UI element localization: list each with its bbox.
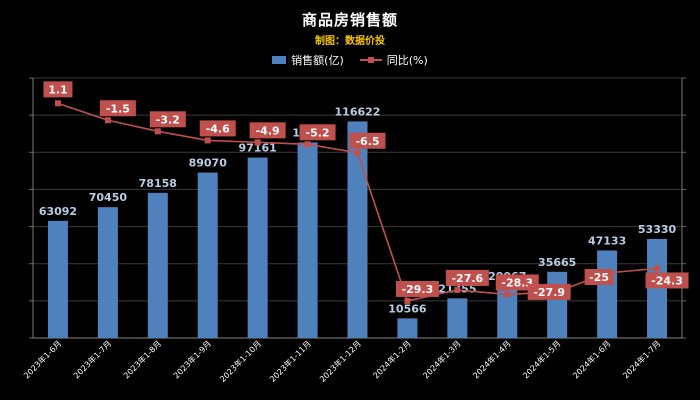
- x-tick-label: 2024年1-2月: [371, 338, 413, 380]
- yoy-value-label: -27.6: [451, 272, 483, 285]
- yoy-marker: [454, 286, 461, 293]
- bar: [447, 298, 468, 338]
- bar-value-label: 35665: [538, 256, 576, 269]
- yoy-label-box: [584, 269, 614, 285]
- bar: [47, 220, 68, 338]
- bar-value-label: 10566: [388, 302, 427, 315]
- yoy-label-box: [445, 269, 489, 286]
- bar-value-label: 78158: [139, 177, 177, 190]
- x-tick-label: 2023年1-9月: [171, 338, 213, 380]
- bar-value-label: 47133: [588, 234, 626, 247]
- yoy-label-box: [349, 132, 386, 149]
- yoy-marker: [654, 265, 661, 272]
- yoy-marker: [54, 100, 61, 107]
- bar-value-label: 116622: [335, 105, 381, 118]
- yoy-marker: [154, 128, 161, 135]
- x-tick-label: 2023年1-7月: [71, 338, 113, 380]
- yoy-value-label: -24.3: [651, 274, 683, 287]
- chart-subtitle: 制图：数据价投: [315, 36, 385, 47]
- bar: [247, 157, 268, 338]
- legend-label-sales: 销售额(亿): [291, 54, 344, 67]
- bar: [97, 207, 118, 338]
- x-tick-label: 2023年1-8月: [121, 338, 163, 380]
- legend-label-yoy: 同比(%): [386, 54, 428, 67]
- x-tick-label: 2024年1-4月: [471, 338, 513, 380]
- bar-value-label: 70450: [89, 191, 128, 204]
- bar: [147, 192, 168, 338]
- yoy-label-box: [299, 124, 336, 141]
- x-tick-label: 2024年1-7月: [620, 338, 662, 380]
- legend-bar-swatch-icon: [272, 56, 287, 64]
- x-tick-label: 2023年1-12月: [317, 338, 363, 384]
- yoy-value-label: -25: [589, 271, 609, 284]
- yoy-marker: [504, 291, 511, 298]
- x-tick-label: 2023年1-10月: [217, 338, 263, 384]
- bar: [597, 250, 618, 338]
- yoy-value-label: -1.5: [106, 102, 130, 115]
- bar: [497, 285, 518, 338]
- yoy-marker: [104, 117, 111, 124]
- yoy-value-label: -3.2: [156, 113, 180, 126]
- yoy-marker: [404, 297, 411, 304]
- yoy-label-box: [43, 81, 73, 98]
- bar: [347, 121, 368, 338]
- x-tick-label: 2023年1-11月: [267, 338, 313, 384]
- yoy-value-label: -5.2: [306, 126, 330, 139]
- x-tick-label: 2024年1-6月: [571, 338, 613, 380]
- bar-value-label: 63092: [39, 205, 77, 218]
- yoy-marker: [354, 149, 361, 156]
- legend-item-yoy: 同比(%): [359, 52, 428, 68]
- bar-value-label: 97161: [239, 142, 277, 155]
- bar-value-label: 89070: [189, 157, 228, 170]
- bar: [197, 172, 218, 338]
- yoy-value-label: -4.9: [256, 124, 280, 137]
- yoy-value-label: -27.9: [533, 286, 565, 299]
- yoy-label-box: [99, 100, 136, 117]
- yoy-label-box: [395, 280, 439, 297]
- bar: [647, 238, 668, 338]
- yoy-label-box: [149, 111, 186, 128]
- bar: [297, 142, 318, 338]
- x-tick-label: 2024年1-5月: [521, 338, 563, 380]
- yoy-value-label: -28.3: [501, 276, 533, 289]
- yoy-marker: [304, 141, 311, 148]
- chart-legend: 销售额(亿) 同比(%): [0, 52, 700, 68]
- yoy-marker: [204, 137, 211, 144]
- yoy-label-box: [645, 272, 689, 289]
- yoy-label-box: [199, 120, 236, 137]
- bar: [397, 318, 418, 338]
- yoy-label-box: [249, 122, 286, 139]
- yoy-value-label: -29.3: [402, 283, 434, 296]
- x-tick-label: 2024年1-3月: [421, 338, 463, 380]
- yoy-value-label: -6.5: [355, 135, 379, 148]
- legend-line-swatch-icon: [359, 56, 382, 64]
- bar-value-label: 53330: [638, 223, 677, 236]
- chart-title: 商品房销售额: [301, 11, 398, 29]
- yoy-value-label: 1.1: [48, 83, 68, 96]
- yoy-value-label: -4.6: [206, 122, 230, 135]
- yoy-marker: [254, 139, 261, 146]
- legend-item-sales: 销售额(亿): [272, 52, 344, 68]
- yoy-label-box: [527, 283, 571, 300]
- bar: [547, 271, 568, 338]
- x-tick-label: 2023年1-6月: [21, 338, 63, 380]
